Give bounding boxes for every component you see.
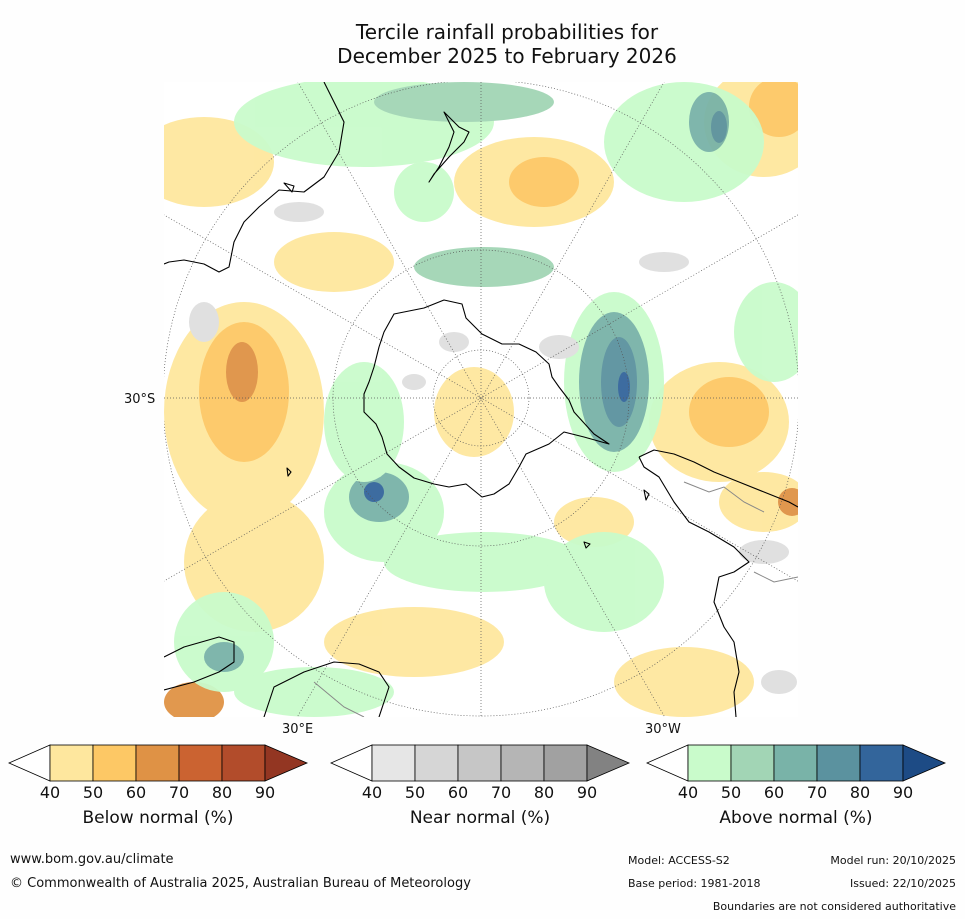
colorbar-above-normal-tick-label: 90 [892, 783, 914, 802]
colorbar-above-normal-swatches [646, 744, 947, 782]
website-link[interactable]: www.bom.gov.au/climate [10, 852, 174, 867]
colorbar-near-normal-tick-label: 50 [404, 783, 426, 802]
colorbar-near-normal-low-extension [330, 744, 373, 782]
colorbar-above-normal-swatch [687, 744, 732, 782]
antarctica-outline [363, 299, 610, 498]
copyright-text: © Commonwealth of Australia 2025, Austra… [10, 876, 471, 891]
colorbar-near-normal-tick-label: 70 [490, 783, 512, 802]
below-normal-regions [164, 82, 798, 717]
colorbar-near-normal-swatch [371, 744, 416, 782]
south-america-outline [638, 449, 798, 717]
colorbar-near-normal: 40 50 60 70 80 90 Near normal (%) [330, 744, 631, 854]
colorbar-above-normal-title: Above normal (%) [719, 808, 873, 828]
colorbar-above-normal-high-extension [902, 744, 947, 782]
rainfall-probability-map [164, 82, 798, 717]
colorbar-above-normal-swatch [773, 744, 818, 782]
colorbar-below-normal-swatches [8, 744, 309, 782]
colorbar-below-normal-tick-label: 80 [211, 783, 233, 802]
colorbar-below-normal-high-extension [264, 744, 309, 782]
colorbar-above-normal-low-extension [646, 744, 689, 782]
colorbar-above-normal-tick-label: 40 [677, 783, 699, 802]
colorbar-below-normal-tick-label: 90 [254, 783, 276, 802]
colorbar-below-normal-low-extension [8, 744, 51, 782]
colorbar-above-normal-swatch [859, 744, 904, 782]
boundaries-disclaimer: Boundaries are not considered authoritat… [712, 900, 956, 913]
colorbar-near-normal-swatch [457, 744, 502, 782]
longitude-label-30w: 30°W [645, 722, 681, 737]
africa-outline [164, 636, 390, 717]
coastlines [164, 82, 798, 717]
colorbar-below-normal-swatch [221, 744, 266, 782]
colorbar-below-normal-swatch [178, 744, 223, 782]
colorbar-below-normal-tick-label: 60 [125, 783, 147, 802]
base-period: Base period: 1981-2018 [628, 877, 761, 890]
australia-outline [164, 82, 345, 273]
colorbar-near-normal-swatch [500, 744, 545, 782]
new-zealand-outline [428, 111, 470, 183]
colorbar-below-normal-title: Below normal (%) [82, 808, 234, 828]
above-normal-regions [174, 82, 798, 717]
title-line-1: Tercile rainfall probabilities for [355, 20, 659, 44]
colorbar-near-normal-swatch [414, 744, 459, 782]
colorbar-near-normal-tick-label: 80 [533, 783, 555, 802]
latitude-label-30s: 30°S [124, 392, 156, 407]
colorbar-below-normal-swatch [49, 744, 94, 782]
colorbar-near-normal-high-extension [586, 744, 631, 782]
colorbar-near-normal-swatch [543, 744, 588, 782]
graticule [164, 82, 798, 717]
title-line-2: December 2025 to February 2026 [337, 44, 677, 68]
colorbar-above-normal-swatch [730, 744, 775, 782]
colorbar-below-normal-tick-label: 40 [39, 783, 61, 802]
colorbar-below-normal-tick-label: 50 [82, 783, 104, 802]
longitude-label-30e: 30°E [282, 722, 314, 737]
near-normal-regions [189, 202, 797, 694]
colorbar-below-normal-swatch [92, 744, 137, 782]
country-borders [313, 481, 798, 717]
colorbar-above-normal-tick-label: 50 [720, 783, 742, 802]
model-name: Model: ACCESS-S2 [628, 854, 730, 867]
colorbar-below-normal: 40 50 60 70 80 90 Below normal (%) [8, 744, 309, 854]
map-title: Tercile rainfall probabilities for Decem… [0, 20, 965, 68]
colorbar-above-normal-tick-label: 60 [763, 783, 785, 802]
model-run-date: Model run: 20/10/2025 [830, 854, 956, 867]
colorbar-near-normal-title: Near normal (%) [409, 808, 551, 828]
colorbar-below-normal-swatch [135, 744, 180, 782]
colorbar-near-normal-tick-label: 60 [447, 783, 469, 802]
map-svg [164, 82, 798, 717]
colorbar-above-normal: 40 50 60 70 80 90 Above normal (%) [646, 744, 947, 854]
colorbar-below-normal-tick-label: 70 [168, 783, 190, 802]
colorbar-near-normal-swatches [330, 744, 631, 782]
colorbar-near-normal-tick-label: 90 [576, 783, 598, 802]
colorbar-above-normal-tick-label: 70 [806, 783, 828, 802]
issued-date: Issued: 22/10/2025 [849, 877, 956, 890]
islands-outline [283, 182, 650, 549]
colorbar-above-normal-tick-label: 80 [849, 783, 871, 802]
colorbar-near-normal-tick-label: 40 [361, 783, 383, 802]
colorbar-above-normal-swatch [816, 744, 861, 782]
